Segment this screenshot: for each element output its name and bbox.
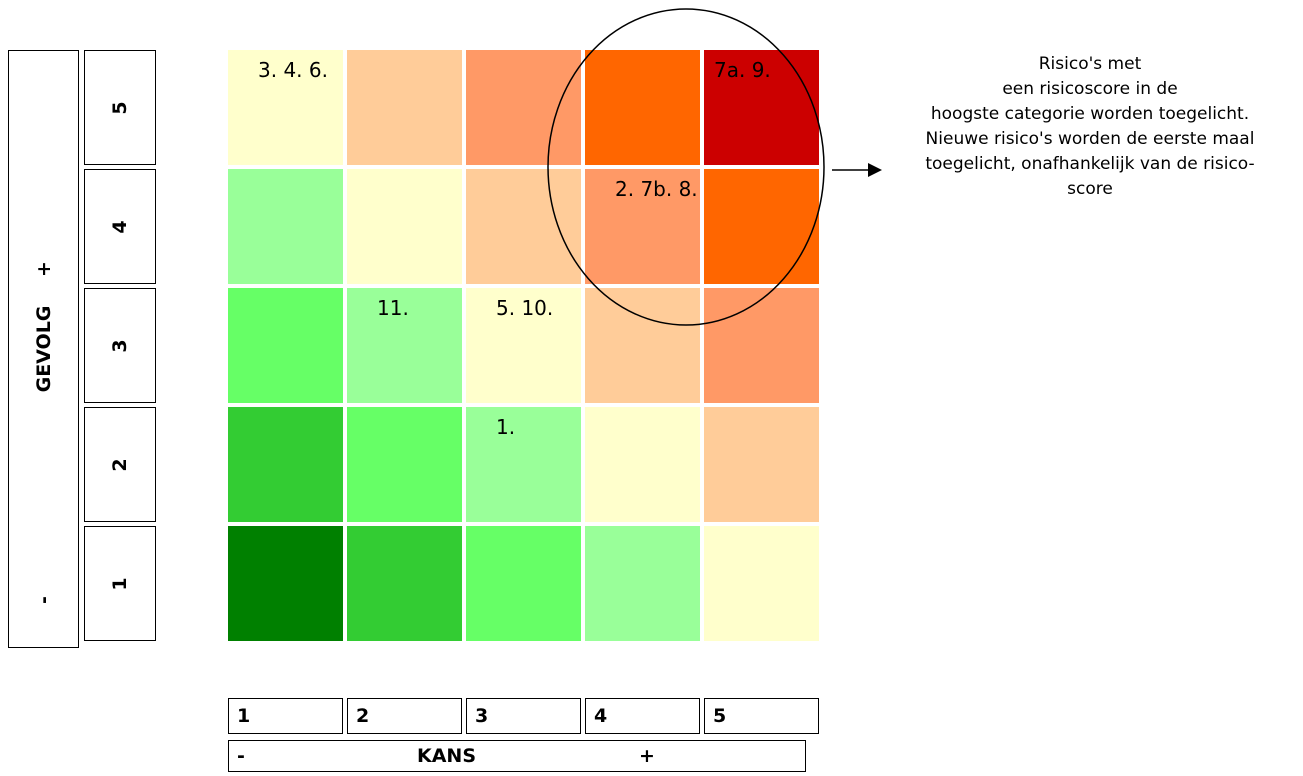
matrix-cell-k4-g1 [585,526,700,641]
matrix-cell-k3-g4 [466,169,581,284]
matrix-cell-k1-g1 [228,526,343,641]
matrix-cell-k2-g2 [347,407,462,522]
matrix-cell-k4-g2 [585,407,700,522]
matrix-cell-k5-g1 [704,526,819,641]
x-tick-box: 5 [704,698,819,734]
y-tick-box: 3 [84,288,156,403]
matrix-cell-label: 11. [377,296,409,320]
matrix-cell-k1-g2 [228,407,343,522]
matrix-cell-k2-g3: 11. [347,288,462,403]
matrix-cell-label: 1. [496,415,516,439]
x-tick-label: 5 [713,705,727,727]
matrix-cell-k5-g3 [704,288,819,403]
x-tick-label: 4 [594,705,608,727]
matrix-cell-k3-g5 [466,50,581,165]
y-tick-box: 1 [84,526,156,641]
annotation-line: hoogste categorie worden toegelicht. [930,104,1250,124]
matrix-cell-label: 2. 7b. 8. [615,177,698,201]
matrix-cell-k1-g3 [228,288,343,403]
x-tick-label: 3 [475,705,489,727]
matrix-cell-label: 7a. 9. [714,58,771,82]
x-tick-box: 3 [466,698,581,734]
matrix-cell-k5-g5: 7a. 9. [704,50,819,165]
x-tick-label: 2 [356,705,370,727]
x-axis-title-box: - KANS + [228,740,806,772]
annotation-line: Risico's met [1038,54,1142,74]
matrix-cell-k4-g4: 2. 7b. 8. [585,169,700,284]
matrix-cell-k2-g1 [347,526,462,641]
matrix-cell-label: 5. 10. [496,296,554,320]
matrix-cell-k5-g2 [704,407,819,522]
y-tick-box: 2 [84,407,156,522]
matrix-cell-k3-g2: 1. [466,407,581,522]
annotation-line: een risicoscore in de [1002,79,1178,99]
x-axis-high-end: + [639,745,655,767]
x-axis-low-end: - [237,745,245,767]
matrix-cell-label: 3. 4. 6. [258,58,328,82]
annotation-line: Nieuwe risico's worden de eerste maal [925,129,1255,149]
annotation-text: Risico's met een risicoscore in de hoogste… [880,52,1300,202]
matrix-cell-k2-g5 [347,50,462,165]
x-tick-box: 2 [347,698,462,734]
matrix-cell-k1-g5: 3. 4. 6. [228,50,343,165]
matrix-cell-k3-g1 [466,526,581,641]
matrix-cell-k4-g5 [585,50,700,165]
matrix-cell-k4-g3 [585,288,700,403]
y-axis-title-box: GEVOLG + - [8,50,79,648]
annotation-line: score [1067,179,1113,199]
highest-category-circle [547,8,825,326]
matrix-cell-k1-g4 [228,169,343,284]
annotation-arrow-head [868,163,882,177]
x-tick-box: 4 [585,698,700,734]
x-tick-label: 1 [237,705,251,727]
y-tick-box: 4 [84,169,156,284]
matrix-cell-k3-g3: 5. 10. [466,288,581,403]
matrix-cell-k2-g4 [347,169,462,284]
y-tick-box: 5 [84,50,156,165]
x-tick-box: 1 [228,698,343,734]
matrix-cell-k5-g4 [704,169,819,284]
x-axis-title: KANS [417,745,477,767]
annotation-line: toegelicht, onafhankelijk van de risico- [925,154,1255,174]
